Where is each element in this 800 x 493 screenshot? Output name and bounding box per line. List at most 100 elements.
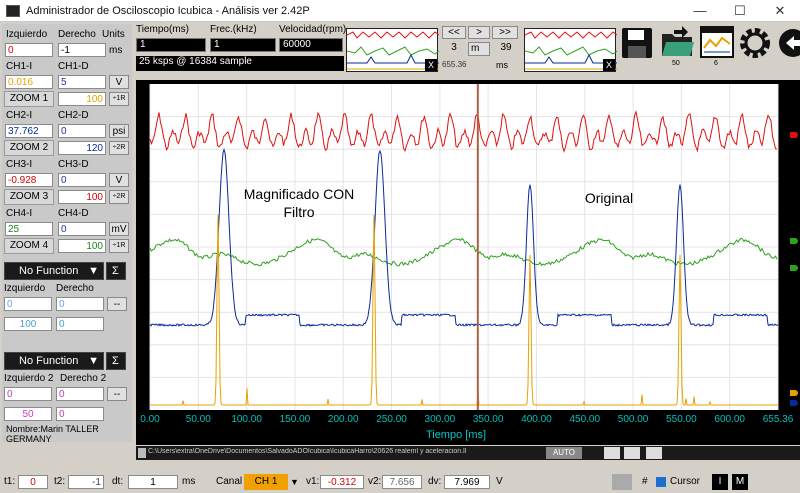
thumbnail-close-1[interactable]: X bbox=[425, 59, 437, 71]
dt-unit: ms bbox=[182, 476, 196, 487]
chevron-down-icon: ▼ bbox=[88, 355, 99, 367]
sigma-button-1[interactable]: Σ bbox=[106, 262, 126, 280]
zoom-unit-select[interactable]: m bbox=[468, 42, 490, 56]
fn2-izquierdo-input[interactable]: 0 bbox=[4, 387, 52, 401]
color-swatch[interactable] bbox=[612, 473, 632, 490]
fn2-value-1[interactable]: 50 bbox=[4, 407, 52, 421]
frec-input[interactable]: 1 bbox=[210, 38, 276, 52]
file-icon bbox=[138, 448, 146, 458]
dt-label: dt: bbox=[112, 476, 124, 487]
v2-label: v2: bbox=[368, 476, 382, 487]
function-1-select[interactable]: No Function ▼ bbox=[4, 262, 104, 280]
fn1-value-1[interactable]: 100 bbox=[4, 317, 52, 331]
ch3-d-input[interactable]: 0 bbox=[58, 173, 106, 187]
save-icon[interactable] bbox=[620, 26, 654, 60]
fn1-derecho-input[interactable]: 0 bbox=[56, 297, 104, 311]
fn1-dash-button[interactable]: -- bbox=[107, 297, 127, 311]
app-icon bbox=[6, 4, 20, 17]
fn2-derecho-input[interactable]: 0 bbox=[56, 387, 104, 401]
ch4-marker-2[interactable] bbox=[790, 265, 798, 271]
x-tick-label: 50.00 bbox=[185, 414, 211, 425]
plot-canvas[interactable] bbox=[136, 80, 800, 445]
overview-thumbnail-2[interactable]: X bbox=[524, 28, 618, 72]
fn1-value-2[interactable]: 0 bbox=[56, 317, 104, 331]
function-2-label: No Function bbox=[19, 355, 79, 367]
zoom-1-reset-button[interactable]: ÷1R bbox=[109, 91, 129, 106]
v2-input[interactable]: 7.656 bbox=[382, 474, 422, 489]
function-2-panel: No Function ▼ Σ Izquierdo 2 Derecho 2 0 0 … bbox=[4, 352, 128, 422]
auto-button[interactable]: AUTO bbox=[546, 447, 582, 459]
ch4-marker[interactable] bbox=[790, 238, 798, 244]
zoom-1-button[interactable]: ZOOM 1 bbox=[4, 90, 54, 107]
open-folder-icon[interactable]: 50 bbox=[660, 26, 696, 67]
ch2-i-input[interactable]: 37.762 bbox=[5, 124, 53, 138]
cursor-cross-icon[interactable] bbox=[604, 447, 620, 459]
ch1-i-input[interactable]: 0.016 bbox=[5, 75, 53, 89]
fn1-izquierdo-input[interactable]: 0 bbox=[4, 297, 52, 311]
close-button[interactable]: ✕ bbox=[774, 2, 786, 18]
zoom-4-input[interactable]: 100 bbox=[58, 238, 106, 253]
ch4-d-input[interactable]: 0 bbox=[58, 222, 106, 236]
back-arrow-icon[interactable] bbox=[776, 26, 800, 60]
zoom-4-button[interactable]: ZOOM 4 bbox=[4, 237, 54, 254]
ch3-marker[interactable] bbox=[790, 132, 798, 138]
left-panel: Izquierdo Derecho Units 0 -1 ms CH1-I CH… bbox=[2, 24, 132, 442]
chart-export-icon[interactable]: 6 bbox=[700, 26, 734, 67]
t2-input[interactable]: -1 bbox=[68, 474, 104, 489]
sigma-button-2[interactable]: Σ bbox=[106, 352, 126, 370]
dt-input[interactable]: 1 bbox=[128, 474, 178, 489]
v1-label: v1: bbox=[306, 476, 320, 487]
prev-page-button[interactable]: << bbox=[442, 26, 466, 39]
x-axis-label: Tiempo [ms] bbox=[425, 429, 487, 441]
hash-label: # bbox=[642, 476, 648, 487]
maximize-button[interactable]: ☐ bbox=[734, 2, 746, 18]
chevron-down-icon[interactable]: ▼ bbox=[290, 476, 299, 487]
ch1-d-input[interactable]: 5 bbox=[58, 75, 106, 89]
btn-m[interactable]: M bbox=[732, 473, 748, 490]
v1-input[interactable]: -0.312 bbox=[320, 474, 364, 489]
ch4-i-input[interactable]: 25 bbox=[5, 222, 53, 236]
izquierdo-input[interactable]: 0 bbox=[5, 43, 53, 57]
fn2-dash-button[interactable]: -- bbox=[107, 387, 127, 401]
window-title: Administrador de Osciloscopio Icubica - … bbox=[26, 4, 310, 17]
x-tick-label: 400.00 bbox=[521, 414, 552, 425]
canal-select[interactable]: CH 1 bbox=[244, 473, 288, 490]
zoom-3-button[interactable]: ZOOM 3 bbox=[4, 188, 54, 205]
zoom-2-input[interactable]: 120 bbox=[58, 140, 106, 155]
velocidad-input[interactable]: 60000 bbox=[279, 38, 343, 52]
zoom-3-reset-button[interactable]: ÷2R bbox=[109, 189, 129, 204]
zoom-2-reset-button[interactable]: ÷2R bbox=[109, 140, 129, 155]
ch1-marker[interactable] bbox=[790, 390, 798, 396]
btn-i[interactable]: I bbox=[712, 473, 728, 490]
zoom-2-button[interactable]: ZOOM 2 bbox=[4, 139, 54, 156]
oscilloscope-plot[interactable]: Magnificado CON Filtro Original Tiempo [… bbox=[136, 80, 800, 445]
fn2-value-2[interactable]: 0 bbox=[56, 407, 104, 421]
minimize-button[interactable]: — bbox=[693, 3, 707, 18]
zoom-4-reset-button[interactable]: ÷1R bbox=[109, 238, 129, 253]
fn1-derecho-label: Derecho bbox=[56, 282, 94, 294]
gear-icon[interactable] bbox=[738, 26, 772, 60]
ch2-marker[interactable] bbox=[790, 400, 798, 406]
next-button[interactable]: > bbox=[468, 26, 490, 39]
cursor-checkbox[interactable] bbox=[656, 476, 666, 487]
cursor-move-icon[interactable] bbox=[624, 447, 640, 459]
ch3-i-input[interactable]: -0.928 bbox=[5, 173, 53, 187]
canal-label: Canal bbox=[216, 476, 243, 487]
bottom-status-bar: t1: 0 t2: -1 dt: 1 ms Canal CH 1 ▼ v1: -… bbox=[0, 470, 800, 493]
thumbnail-close-2[interactable]: X bbox=[603, 59, 615, 71]
ch2-d-input[interactable]: 0 bbox=[58, 124, 106, 138]
overview-thumbnail-1[interactable]: X bbox=[346, 28, 440, 72]
ch2-i-label: CH2-I bbox=[6, 109, 33, 121]
ch1-waveform bbox=[150, 214, 778, 406]
ch2-waveform bbox=[149, 147, 779, 327]
derecho-input[interactable]: -1 bbox=[58, 43, 106, 57]
zoom-1-input[interactable]: 100 bbox=[58, 91, 106, 106]
fn2-izquierdo-label: Izquierdo 2 bbox=[4, 372, 54, 384]
zoom-3-input[interactable]: 100 bbox=[58, 189, 106, 204]
tiempo-input[interactable]: 1 bbox=[136, 38, 206, 52]
dv-input[interactable]: 7.969 bbox=[444, 474, 490, 489]
next-page-button[interactable]: >> bbox=[492, 26, 518, 39]
function-2-select[interactable]: No Function ▼ bbox=[4, 352, 104, 370]
t1-input[interactable]: 0 bbox=[18, 474, 48, 489]
zoom-fit-icon[interactable] bbox=[646, 447, 662, 459]
